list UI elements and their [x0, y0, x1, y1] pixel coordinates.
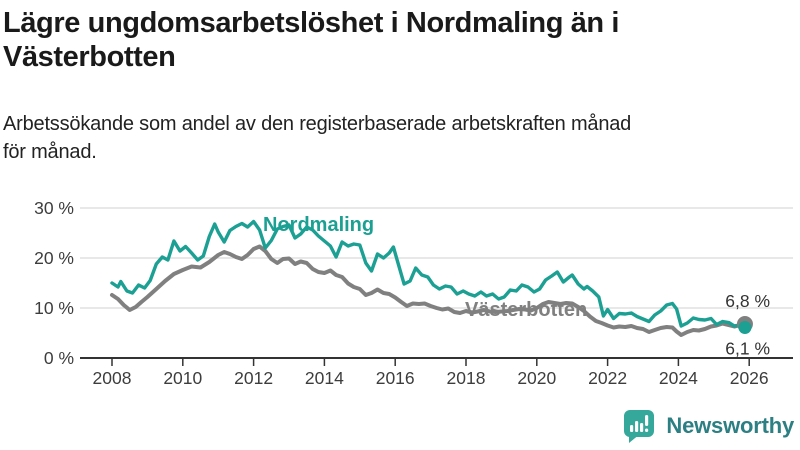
x-tick-label: 2016 [376, 368, 415, 388]
series-line-västerbotten [110, 244, 747, 337]
end-value-label-västerbotten: 6,8 % [725, 291, 770, 311]
x-tick-label: 2012 [234, 368, 273, 388]
end-dot-nordmaling [738, 321, 752, 334]
page-title-line1: Lägre ungdomsarbetslöshet i Nordmaling ä… [3, 7, 620, 39]
newsworthy-logo: Newsworthy [621, 408, 794, 444]
x-tick-label: 2020 [517, 368, 556, 388]
brand-name: Newsworthy [666, 413, 794, 438]
series-line-nordmaling [110, 219, 747, 330]
chart-subtitle: Arbetssökande som andel av den registerb… [3, 110, 631, 166]
unemployment-line-chart: 0 % 10 % 20 % 30 % 2008 2010 2012 2014 2016 2018 2… [34, 198, 793, 388]
page-title-line2: Västerbotten [3, 41, 176, 73]
x-tick-label: 2024 [659, 368, 698, 388]
newsworthy-chart-bubble-icon [624, 410, 655, 443]
x-tick-label: 2026 [730, 368, 769, 388]
end-value-label-nordmaling: 6,1 % [725, 339, 770, 359]
y-tick-label: 20 % [34, 248, 74, 268]
page-title: Lägre ungdomsarbetslöshet i Nordmaling ä… [3, 6, 619, 74]
x-tick-label: 2014 [305, 368, 344, 388]
x-tick-label: 2010 [163, 368, 202, 388]
x-tick-label: 2008 [93, 368, 132, 388]
y-tick-label: 0 % [44, 348, 74, 368]
chart-subtitle-line1: Arbetssökande som andel av den registerb… [3, 113, 632, 135]
x-tick-label: 2018 [447, 368, 486, 388]
series-label-västerbotten: Västerbotten [465, 299, 587, 321]
series-label-nordmaling: Nordmaling [263, 214, 374, 236]
x-tick-label: 2022 [588, 368, 627, 388]
y-tick-label: 10 % [34, 298, 74, 318]
chart-subtitle-line2: för månad. [3, 141, 97, 163]
y-tick-label: 30 % [34, 198, 74, 218]
